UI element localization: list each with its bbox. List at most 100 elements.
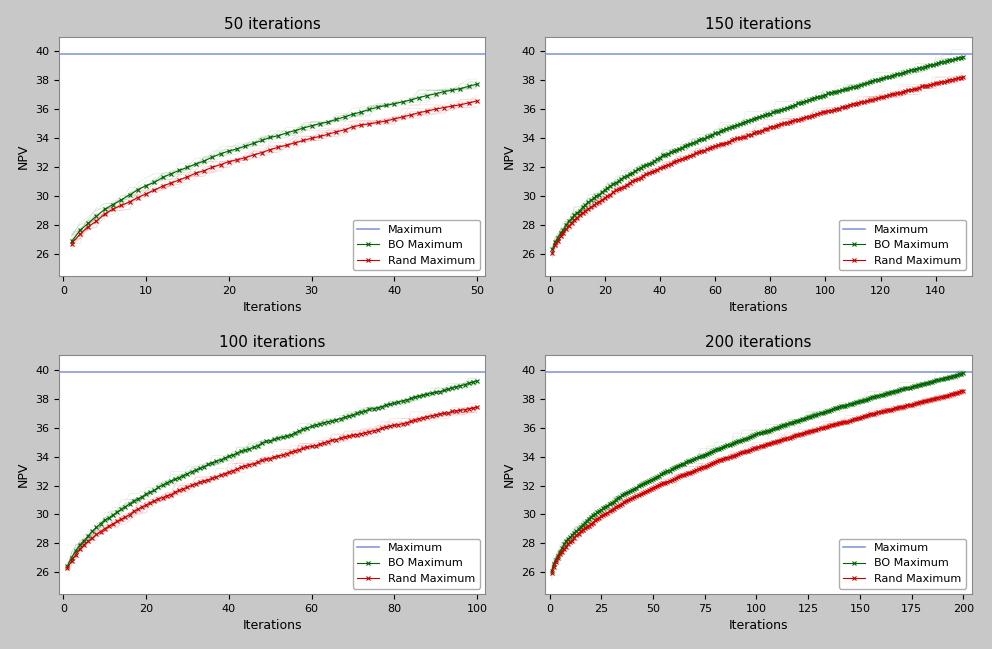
BO Maximum	[189, 160, 201, 168]
BO Maximum	[223, 147, 235, 155]
BO Maximum	[454, 85, 466, 93]
BO Maximum	[446, 86, 458, 94]
BO Maximum	[430, 90, 441, 97]
Rand Maximum	[372, 119, 384, 127]
BO Maximum	[289, 127, 301, 134]
Rand Maximum	[438, 104, 450, 112]
BO Maximum	[422, 92, 434, 99]
Line: Rand Maximum: Rand Maximum	[551, 75, 965, 255]
Line: BO Maximum: BO Maximum	[69, 82, 479, 243]
Title: 100 iterations: 100 iterations	[219, 335, 325, 350]
Y-axis label: NPV: NPV	[17, 143, 30, 169]
BO Maximum	[338, 113, 350, 121]
Maximum	[65, 50, 77, 58]
Rand Maximum	[313, 132, 325, 140]
BO Maximum	[471, 377, 483, 385]
Rand Maximum	[256, 149, 268, 156]
BO Maximum	[165, 170, 177, 178]
Rand Maximum	[62, 565, 73, 572]
Rand Maximum	[957, 387, 969, 395]
BO Maximum	[157, 173, 169, 181]
X-axis label: Iterations: Iterations	[242, 619, 302, 632]
BO Maximum	[124, 191, 136, 199]
Rand Maximum	[264, 146, 276, 154]
Rand Maximum	[422, 107, 434, 115]
Maximum	[547, 50, 558, 58]
Rand Maximum	[198, 167, 210, 175]
Rand Maximum	[132, 193, 144, 201]
Rand Maximum	[206, 164, 218, 171]
BO Maximum	[149, 178, 161, 186]
BO Maximum	[923, 379, 934, 387]
BO Maximum	[90, 212, 102, 220]
Rand Maximum	[124, 198, 136, 206]
BO Maximum	[182, 164, 193, 171]
Rand Maximum	[546, 569, 558, 576]
BO Maximum	[778, 105, 790, 113]
BO Maximum	[198, 157, 210, 165]
Rand Maximum	[413, 108, 425, 116]
BO Maximum	[450, 383, 462, 391]
Title: 200 iterations: 200 iterations	[705, 335, 811, 350]
Rand Maximum	[886, 90, 898, 98]
BO Maximum	[256, 136, 268, 144]
BO Maximum	[547, 245, 558, 253]
Rand Maximum	[99, 210, 111, 218]
X-axis label: Iterations: Iterations	[729, 619, 789, 632]
BO Maximum	[546, 567, 558, 575]
BO Maximum	[355, 108, 367, 116]
Rand Maximum	[140, 501, 152, 509]
BO Maximum	[306, 122, 317, 130]
BO Maximum	[281, 129, 293, 137]
Rand Maximum	[298, 136, 310, 144]
BO Maximum	[115, 196, 127, 204]
Rand Maximum	[562, 540, 574, 548]
BO Maximum	[622, 488, 634, 496]
BO Maximum	[570, 527, 582, 535]
BO Maximum	[140, 182, 152, 190]
BO Maximum	[957, 369, 969, 377]
Rand Maximum	[289, 139, 301, 147]
Rand Maximum	[622, 496, 634, 504]
BO Maximum	[248, 140, 260, 147]
BO Maximum	[231, 145, 243, 153]
Rand Maximum	[157, 182, 169, 190]
Rand Maximum	[273, 452, 285, 460]
Y-axis label: NPV: NPV	[17, 462, 30, 487]
Y-axis label: NPV: NPV	[503, 462, 516, 487]
BO Maximum	[388, 100, 400, 108]
Maximum	[58, 50, 69, 58]
Rand Maximum	[115, 201, 127, 209]
BO Maximum	[405, 96, 417, 104]
Rand Maximum	[923, 396, 934, 404]
Rand Maximum	[65, 239, 77, 247]
Maximum	[544, 368, 556, 376]
Rand Maximum	[322, 130, 334, 138]
Legend: Maximum, BO Maximum, Rand Maximum: Maximum, BO Maximum, Rand Maximum	[352, 220, 480, 270]
Maximum	[62, 368, 73, 376]
BO Maximum	[762, 110, 774, 118]
BO Maximum	[62, 562, 73, 570]
BO Maximum	[471, 80, 483, 88]
Rand Maximum	[149, 186, 161, 194]
Rand Maximum	[936, 393, 948, 400]
Rand Maximum	[223, 158, 235, 165]
Maximum	[58, 368, 69, 376]
Rand Maximum	[446, 103, 458, 110]
Rand Maximum	[239, 154, 251, 162]
BO Maximum	[397, 98, 409, 106]
BO Maximum	[306, 422, 317, 430]
Rand Maximum	[778, 119, 790, 127]
BO Maximum	[273, 434, 285, 442]
Rand Maximum	[830, 106, 842, 114]
Rand Maximum	[471, 404, 483, 411]
Line: Rand Maximum: Rand Maximum	[65, 405, 479, 570]
BO Maximum	[206, 153, 218, 161]
Rand Maximum	[957, 73, 969, 80]
Line: BO Maximum: BO Maximum	[551, 55, 965, 251]
Rand Maximum	[355, 121, 367, 129]
BO Maximum	[656, 471, 668, 478]
Rand Maximum	[463, 99, 475, 107]
Rand Maximum	[397, 113, 409, 121]
BO Maximum	[65, 238, 77, 245]
